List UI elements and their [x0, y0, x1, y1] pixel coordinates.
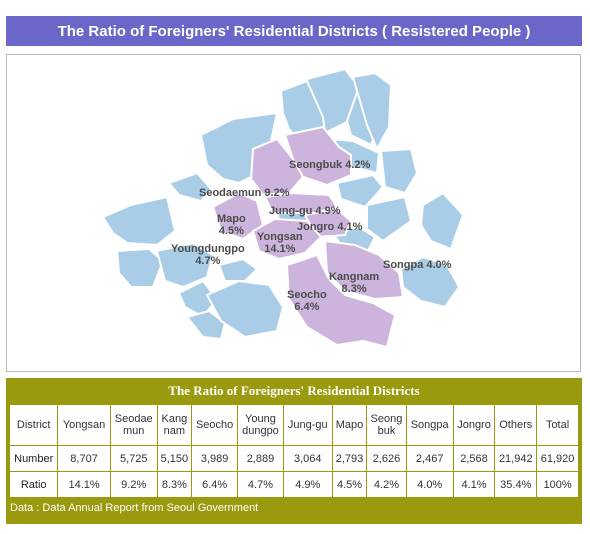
label-seocho: Seocho 6.4%: [287, 289, 327, 313]
table-cell: 3,989: [192, 446, 238, 471]
table-cell: 5,725: [110, 446, 157, 471]
header-others: Others: [495, 405, 537, 445]
page-title: The Ratio of Foreigners' Residential Dis…: [6, 16, 582, 46]
seoul-district-map: Seongbuk 4.2% Seodaemun 9.2% Jung-gu 4.9…: [6, 54, 581, 372]
district-west-3: [116, 248, 164, 288]
table-cell: 2,568: [453, 446, 495, 471]
header-seongbuk: Seong buk: [367, 405, 406, 445]
label-seodaemun: Seodaemun 9.2%: [199, 187, 290, 199]
table-cell: 4.2%: [367, 472, 406, 497]
header-kangnam: Kang nam: [157, 405, 192, 445]
table-cell: 2,626: [367, 446, 406, 471]
district-west-5: [178, 280, 218, 318]
ratio-table-panel: The Ratio of Foreigners' Residential Dis…: [6, 378, 582, 524]
label-junggu: Jung-gu 4.9%: [269, 205, 341, 217]
label-kangnam: Kangnam 8.3%: [329, 271, 380, 295]
table-cell: 4.9%: [283, 472, 332, 497]
district-jungu: [264, 192, 338, 214]
table-cell: 4.5%: [332, 472, 367, 497]
label-mapo: Mapo 4.5%: [217, 213, 246, 237]
row-label-ratio: Ratio: [10, 472, 58, 497]
table-cell: 21,942: [495, 446, 537, 471]
header-songpa: Songpa: [406, 405, 453, 445]
table-cell: 4.0%: [406, 472, 453, 497]
label-jongro: Jongro 4.1%: [297, 221, 363, 233]
table-cell: 4.7%: [238, 472, 283, 497]
header-total: Total: [537, 405, 578, 445]
label-songpa: Songpa 4.0%: [383, 259, 452, 271]
district-seocho: [286, 254, 396, 348]
table-cell: 35.4%: [495, 472, 537, 497]
table-cell: 4.1%: [453, 472, 495, 497]
district-southwest-1: [186, 310, 226, 340]
header-jongro: Jongro: [453, 405, 495, 445]
district-far-east: [420, 192, 464, 250]
header-seocho: Seocho: [192, 405, 238, 445]
district-east-1: [380, 148, 418, 194]
district-yongsan: [252, 218, 322, 260]
header-district: District: [10, 405, 58, 445]
header-seodaemun: Seodae mun: [110, 405, 157, 445]
header-yongsan: Yongsan: [58, 405, 110, 445]
table-cell: 2,793: [332, 446, 367, 471]
table-cell: 61,920: [537, 446, 578, 471]
district-north-3: [352, 72, 392, 150]
data-source-note: Data : Data Annual Report from Seoul Gov…: [10, 502, 259, 514]
table-cell: 5,150: [157, 446, 192, 471]
table-cell: 3,064: [283, 446, 332, 471]
table-cell: 8,707: [58, 446, 110, 471]
district-east-3: [366, 196, 412, 242]
ratio-table: District Yongsan Seodae mun Kang nam Seo…: [9, 404, 579, 498]
district-west-4: [156, 242, 214, 288]
district-songpa: [400, 256, 460, 308]
table-row-number: Number 8,707 5,725 5,150 3,989 2,889 3,0…: [10, 446, 578, 471]
district-west-1: [168, 172, 212, 202]
header-mapo: Mapo: [332, 405, 367, 445]
district-map-graphic: [102, 68, 464, 348]
table-cell: 9.2%: [110, 472, 157, 497]
label-yongsan: Yongsan 14.1%: [257, 231, 303, 255]
table-cell: 6.4%: [192, 472, 238, 497]
table-cell: 100%: [537, 472, 578, 497]
district-east-2: [336, 174, 384, 208]
header-junggu: Jung-gu: [283, 405, 332, 445]
table-cell: 8.3%: [157, 472, 192, 497]
table-row-ratio: Ratio 14.1% 9.2% 8.3% 6.4% 4.7% 4.9% 4.5…: [10, 472, 578, 497]
district-south-1: [218, 258, 258, 282]
row-label-number: Number: [10, 446, 58, 471]
table-title: The Ratio of Foreigners' Residential Dis…: [168, 383, 420, 398]
table-cell: 14.1%: [58, 472, 110, 497]
label-youngdungpo: Youngdungpo 4.7%: [171, 243, 245, 267]
district-west-2: [102, 196, 176, 246]
district-seodaemun: [250, 138, 304, 196]
label-seongbuk: Seongbuk 4.2%: [289, 159, 371, 171]
table-cell: 2,467: [406, 446, 453, 471]
district-kangnam: [324, 240, 404, 300]
table-cell: 2,889: [238, 446, 283, 471]
table-header-row: District Yongsan Seodae mun Kang nam Seo…: [10, 405, 578, 445]
header-youngdungpo: Young dungpo: [238, 405, 283, 445]
